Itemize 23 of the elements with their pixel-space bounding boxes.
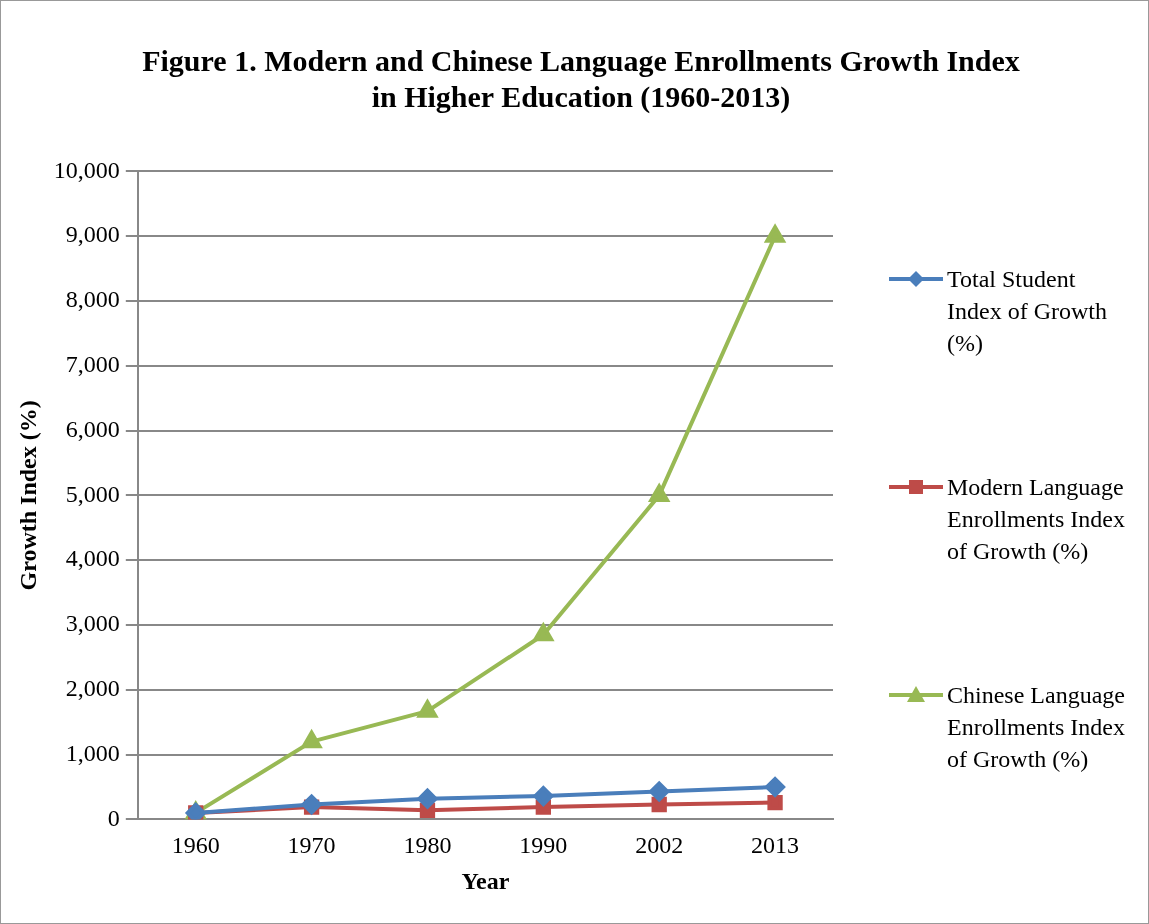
legend-label: Total Student Index of Growth (%) — [947, 265, 1108, 358]
y-tick-label: 3,000 — [65, 610, 120, 637]
legend-label: Chinese Language Enrollments Index of Growth (%) — [947, 681, 1125, 774]
legend-label: Modern Language Enrollments Index of Growth (%) — [947, 473, 1125, 566]
y-tick-label: 6,000 — [65, 415, 120, 442]
x-tick-label: 1990 — [519, 832, 568, 859]
x-tick-label: 2002 — [635, 832, 684, 859]
x-tick-label: 2013 — [751, 832, 800, 859]
y-tick-label: 1,000 — [65, 739, 120, 766]
y-tick-label: 10,000 — [53, 156, 120, 183]
x-tick-label: 1970 — [287, 832, 336, 859]
y-tick-label: 7,000 — [65, 351, 120, 378]
y-tick-label: 4,000 — [65, 545, 120, 572]
y-tick-label: 5,000 — [65, 480, 120, 507]
y-tick-label: 8,000 — [65, 286, 120, 313]
x-tick-label: 1980 — [403, 832, 452, 859]
y-tick-label: 2,000 — [65, 675, 120, 702]
chart-title: Figure 1. Modern and Chinese Language Enrollments Growth Index in Higher Education (1960-2013) — [141, 43, 1021, 115]
y-tick-label: 9,000 — [65, 221, 120, 248]
x-axis-title: Year — [461, 867, 510, 894]
x-tick-label: 1960 — [171, 832, 220, 859]
y-tick-label: 0 — [107, 804, 120, 831]
y-axis-title: Growth Index (%) — [14, 400, 41, 591]
